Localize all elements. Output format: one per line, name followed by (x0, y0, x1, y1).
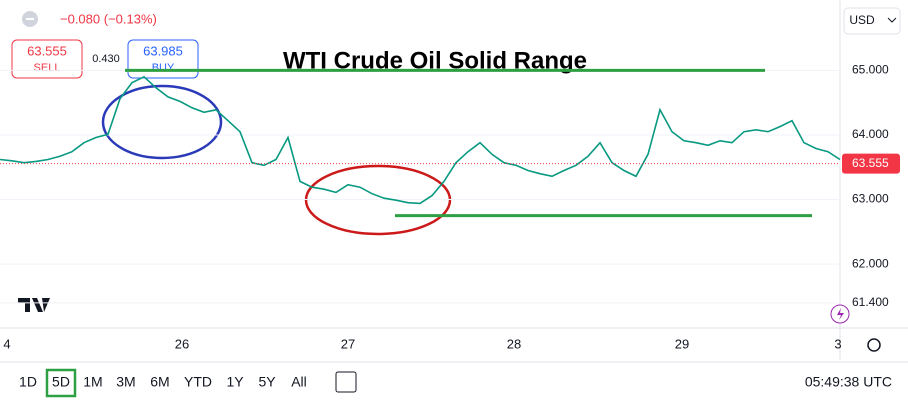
x-tick-label: 29 (675, 336, 689, 351)
range-button[interactable]: 1M (83, 374, 102, 390)
currency: USD (849, 13, 875, 27)
buy-price: 63.985 (143, 43, 183, 58)
range-button[interactable]: 1Y (226, 374, 244, 390)
range-button[interactable]: 1D (19, 374, 37, 390)
currency-button[interactable] (843, 7, 901, 35)
last-price-box (842, 153, 900, 174)
icon (26, 18, 34, 20)
range-button[interactable]: 6M (150, 374, 169, 390)
buy-button[interactable] (127, 39, 199, 79)
spread: 0.430 (92, 53, 120, 65)
x-tick-label: 28 (507, 336, 521, 351)
settings-button[interactable] (867, 338, 881, 352)
y-tick-label: 64.000 (852, 127, 889, 141)
sell-button[interactable] (11, 39, 83, 79)
logo (18, 298, 50, 312)
highlight-ellipse (101, 84, 223, 160)
x-tick-label: 3 (834, 336, 841, 351)
y-tick-label: 61.400 (852, 295, 889, 309)
range-button[interactable]: 3M (116, 374, 135, 390)
y-tick-label: 63.000 (852, 192, 889, 206)
range-button[interactable]: 5D (52, 374, 70, 390)
price-line (0, 75, 841, 205)
range-button[interactable]: YTD (184, 374, 212, 390)
y-tick-label: 65.000 (852, 63, 889, 77)
x-tick-label: 4 (3, 336, 10, 351)
date-range-button[interactable] (335, 371, 357, 393)
x-tick-label: 26 (175, 336, 189, 351)
active-range (45, 368, 77, 398)
icon (887, 17, 897, 23)
sell-price: 63.555 (27, 43, 67, 58)
range-button[interactable]: 5Y (258, 374, 276, 390)
range-button[interactable]: All (291, 374, 307, 390)
clock: 05:49:38 UTC (805, 374, 892, 390)
sell-label: SELL (34, 62, 61, 74)
price-change: −0.080 (−0.13%) (60, 11, 157, 26)
x-tick-label: 27 (341, 336, 355, 351)
buy-label: BUY (152, 62, 175, 74)
y-tick-label: 62.000 (852, 256, 889, 270)
last-price-label: 63.555 (852, 156, 889, 170)
icon (837, 308, 844, 320)
